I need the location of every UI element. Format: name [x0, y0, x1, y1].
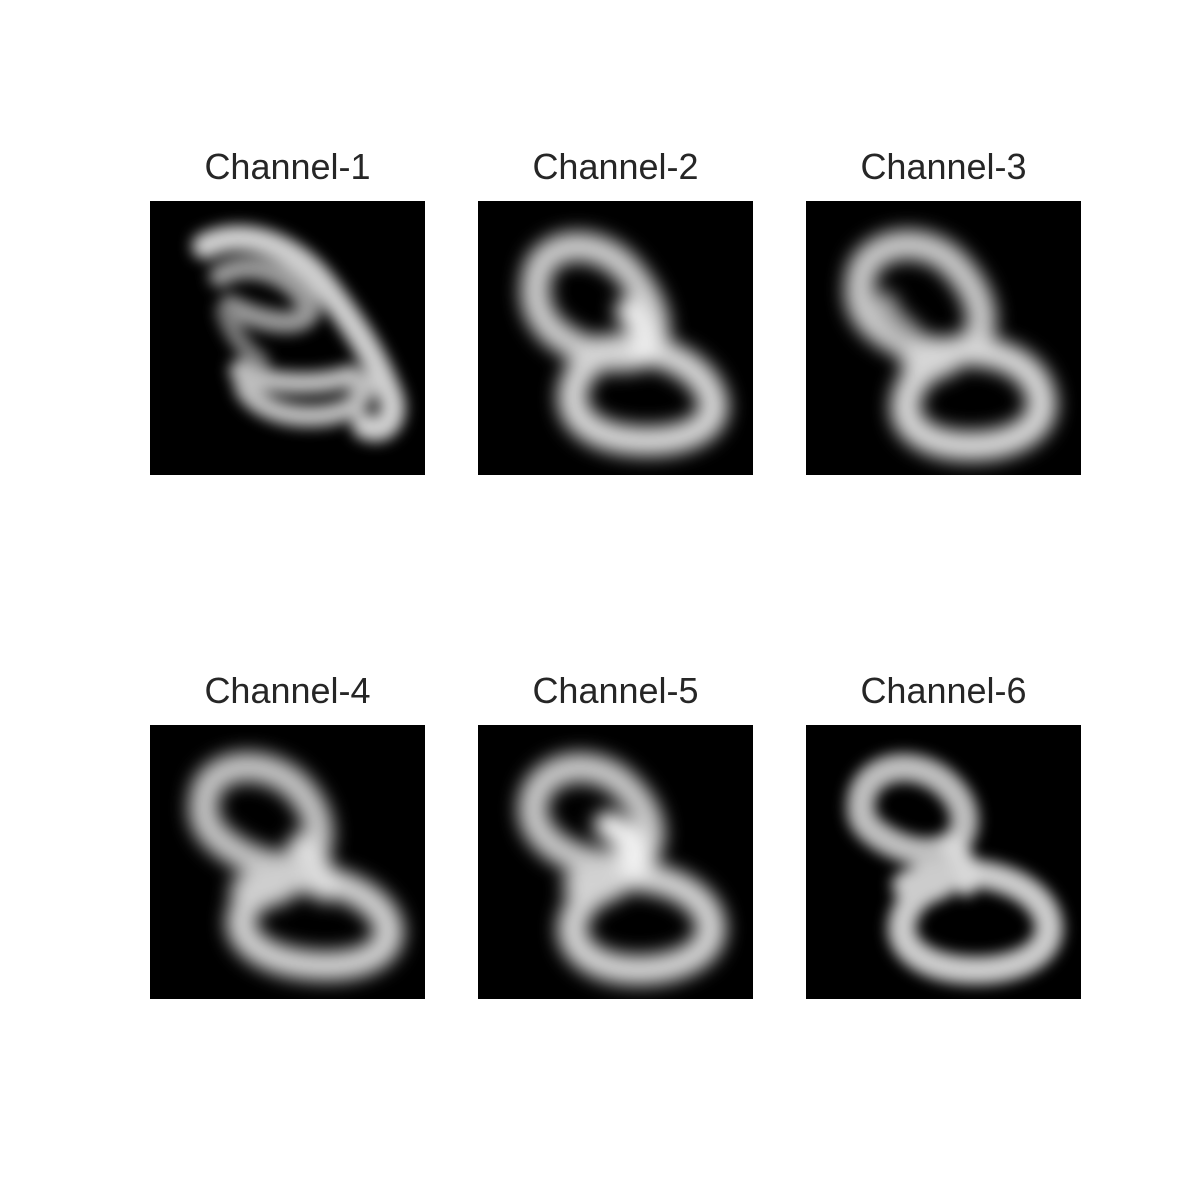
channel-title-2: Channel-2 [532, 146, 699, 187]
channel-image-5 [478, 725, 753, 999]
channel-title-3: Channel-3 [860, 146, 1027, 187]
channel-title-1: Channel-1 [204, 146, 371, 187]
channel-image-3 [806, 201, 1081, 475]
channel-title-6: Channel-6 [860, 670, 1027, 711]
channel-image-1 [150, 201, 425, 475]
channel-image-6 [806, 725, 1081, 999]
channel-title-4: Channel-4 [204, 670, 371, 711]
channel-title-5: Channel-5 [532, 670, 699, 711]
channel-image-4 [150, 725, 425, 999]
channel-image-2 [478, 201, 753, 475]
